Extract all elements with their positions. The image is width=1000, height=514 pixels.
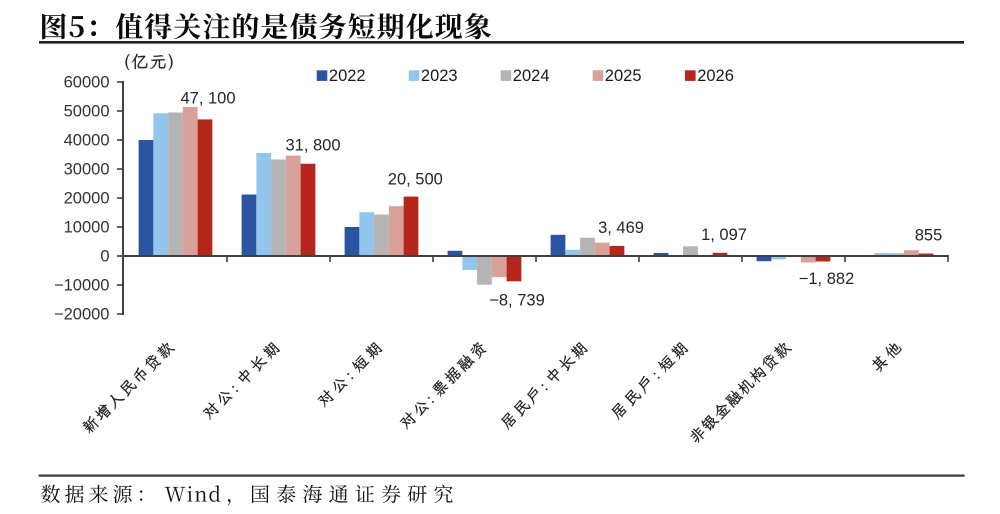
svg-text:855: 855 [915,227,943,245]
svg-text:40000: 40000 [64,132,110,150]
svg-text:2025: 2025 [605,67,642,85]
svg-text:0: 0 [100,248,109,266]
svg-text:2023: 2023 [421,67,458,85]
svg-text:1, 097: 1, 097 [701,226,747,244]
svg-text:20000: 20000 [64,190,110,208]
svg-text:−8, 739: −8, 739 [489,292,545,310]
svg-text:−10000: −10000 [54,277,110,295]
svg-text:2024: 2024 [513,67,550,85]
svg-text:2026: 2026 [697,67,734,85]
svg-text:47, 100: 47, 100 [180,90,235,108]
svg-text:50000: 50000 [64,103,110,121]
svg-text:30000: 30000 [64,161,110,179]
svg-text:31, 800: 31, 800 [285,137,340,155]
svg-text:−1, 882: −1, 882 [799,270,855,288]
svg-text:2022: 2022 [329,67,366,85]
svg-text:10000: 10000 [64,219,110,237]
svg-text:60000: 60000 [64,74,110,92]
svg-text:−20000: −20000 [54,306,110,324]
svg-text:20, 500: 20, 500 [388,171,443,189]
svg-text:3, 469: 3, 469 [598,219,644,237]
